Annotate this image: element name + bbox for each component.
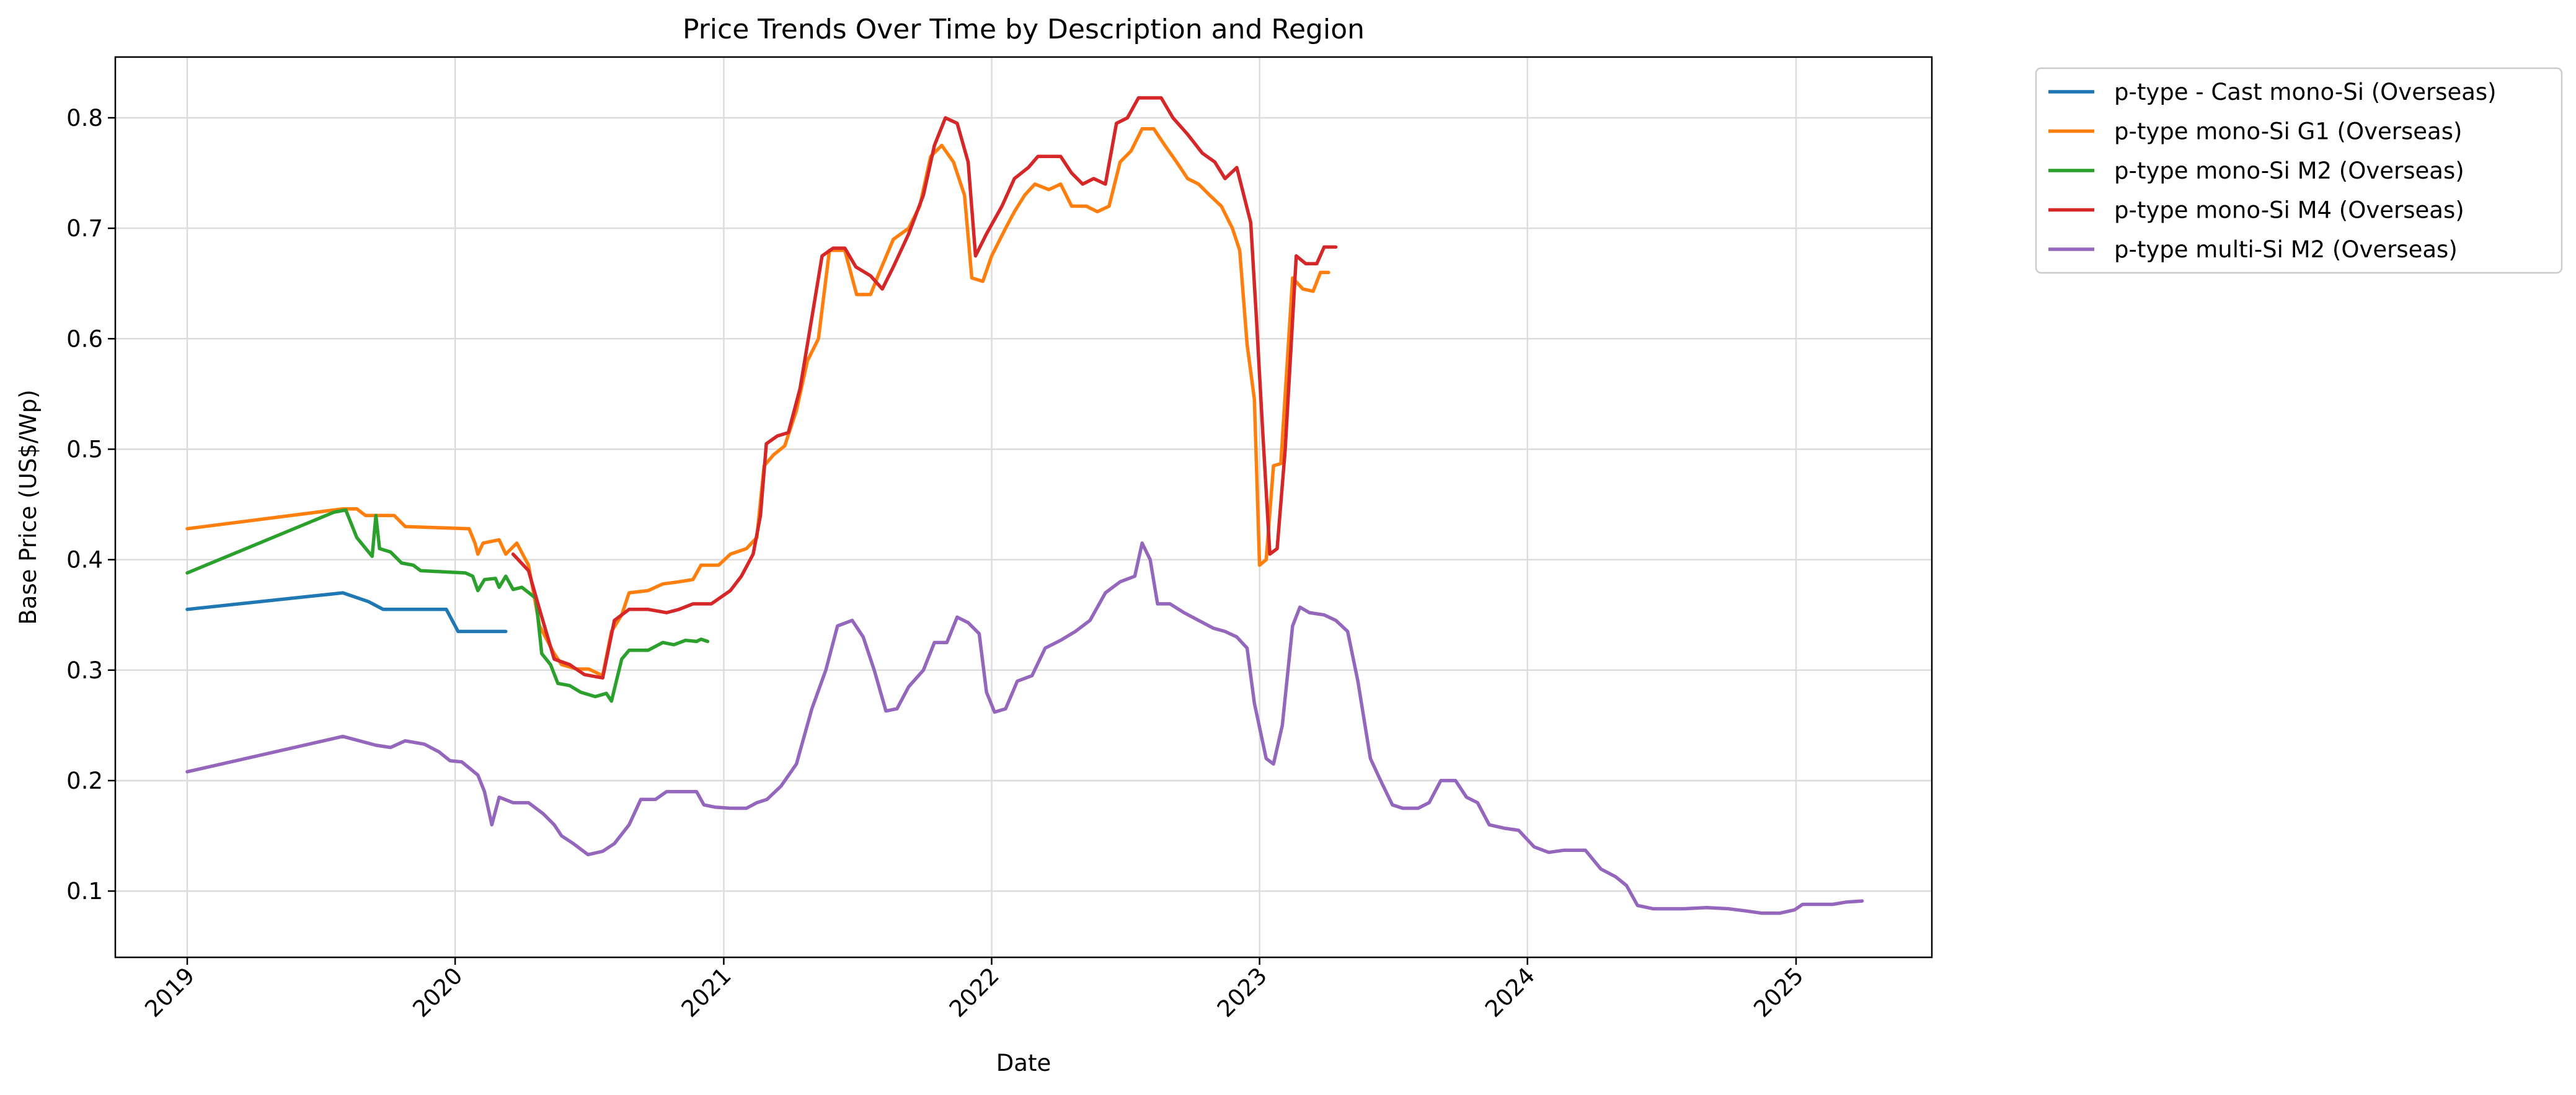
y-axis-label: Base Price (US$/Wp) <box>15 389 42 624</box>
y-tick-label: 0.1 <box>66 878 103 905</box>
series-line-3 <box>185 508 710 703</box>
legend-label-5: p-type multi-Si M2 (Overseas) <box>2114 236 2458 263</box>
y-tick-label: 0.7 <box>66 215 103 242</box>
y-tick-label: 0.6 <box>66 326 103 352</box>
series-line-4 <box>511 96 1338 680</box>
x-axis-label: Date <box>996 1050 1051 1076</box>
y-tick-label: 0.5 <box>66 436 103 463</box>
series-line-1 <box>185 591 508 634</box>
legend-label-3: p-type mono-Si M2 (Overseas) <box>2114 157 2464 184</box>
plot-frame <box>114 56 1933 959</box>
legend-label-2: p-type mono-Si G1 (Overseas) <box>2114 118 2462 145</box>
legend-label-4: p-type mono-Si M4 (Overseas) <box>2114 197 2464 224</box>
series-line-2 <box>185 127 1330 678</box>
series-lines <box>185 96 1864 915</box>
grid <box>115 57 1932 957</box>
legend: p-type - Cast mono-Si (Overseas) p-type m… <box>2035 67 2563 274</box>
y-tick-label: 0.3 <box>66 657 103 684</box>
y-tick-label: 0.4 <box>66 547 103 574</box>
y-tick-label: 0.8 <box>66 105 103 131</box>
legend-box <box>2035 67 2563 274</box>
y-tick-label: 0.2 <box>66 768 103 794</box>
chart-title: Price Trends Over Time by Description an… <box>683 14 1365 45</box>
series-line-5 <box>185 541 1864 915</box>
legend-label-1: p-type - Cast mono-Si (Overseas) <box>2114 79 2497 105</box>
